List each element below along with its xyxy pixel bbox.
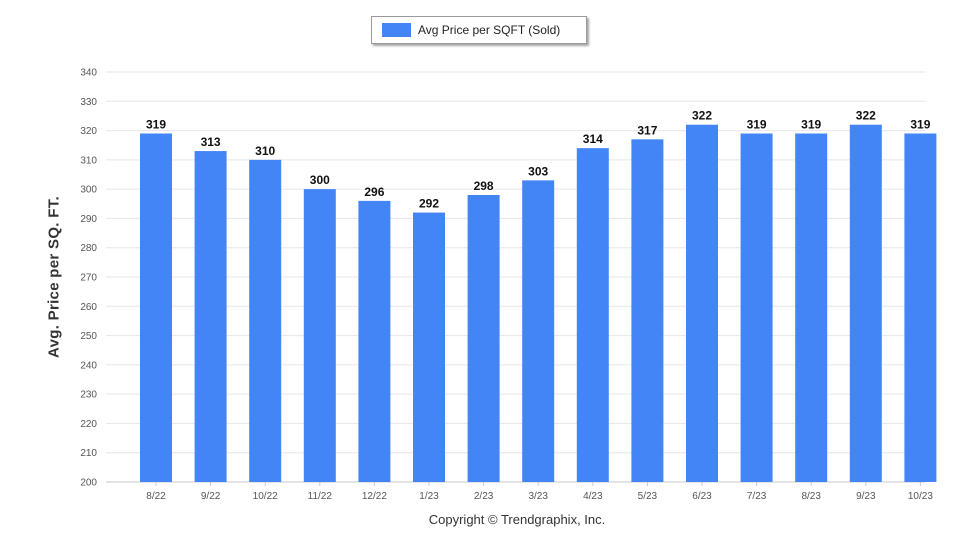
x-tick-label: 5/23 bbox=[638, 491, 658, 502]
y-tick-label: 310 bbox=[80, 155, 97, 166]
bar bbox=[849, 124, 882, 482]
data-label: 319 bbox=[747, 118, 767, 132]
y-tick-label: 320 bbox=[80, 126, 97, 137]
x-tick-label: 9/22 bbox=[201, 491, 221, 502]
y-tick-label: 250 bbox=[80, 331, 97, 342]
bar bbox=[576, 148, 609, 482]
data-label: 317 bbox=[637, 123, 657, 137]
legend-label: Avg Price per SQFT (Sold) bbox=[418, 23, 561, 37]
data-label: 314 bbox=[583, 132, 603, 146]
x-tick-label: 8/23 bbox=[801, 491, 821, 502]
x-tick-label: 6/23 bbox=[692, 491, 712, 502]
y-tick-label: 330 bbox=[80, 97, 97, 108]
y-tick-label: 230 bbox=[80, 390, 97, 401]
bar bbox=[795, 133, 828, 482]
bar bbox=[140, 133, 172, 482]
y-tick-label: 210 bbox=[80, 448, 97, 459]
data-label: 292 bbox=[419, 197, 439, 211]
data-label: 319 bbox=[801, 118, 821, 132]
y-tick-label: 200 bbox=[80, 478, 97, 489]
x-tick-label: 3/23 bbox=[528, 491, 548, 502]
bar bbox=[358, 200, 391, 482]
x-tick-label: 4/23 bbox=[583, 491, 603, 502]
data-label: 296 bbox=[364, 185, 384, 199]
y-tick-label: 270 bbox=[80, 273, 97, 284]
bar bbox=[904, 133, 937, 482]
bar bbox=[631, 139, 664, 482]
legend: Avg Price per SQFT (Sold) bbox=[371, 16, 587, 44]
bar bbox=[467, 195, 500, 482]
bar bbox=[249, 159, 282, 482]
bar bbox=[413, 212, 445, 483]
x-tick-label: 1/23 bbox=[419, 491, 439, 502]
y-tick-label: 240 bbox=[80, 360, 97, 371]
bar bbox=[686, 124, 718, 482]
y-tick-label: 280 bbox=[80, 243, 97, 254]
x-tick-label: 10/22 bbox=[253, 491, 278, 502]
bar bbox=[522, 180, 555, 482]
bar bbox=[740, 133, 773, 482]
y-tick-label: 300 bbox=[80, 185, 97, 196]
y-tick-label: 290 bbox=[80, 214, 97, 225]
y-tick-label: 220 bbox=[80, 419, 97, 430]
x-tick-label: 7/23 bbox=[747, 491, 767, 502]
bar bbox=[303, 189, 336, 482]
data-label: 310 bbox=[255, 144, 275, 158]
data-label: 319 bbox=[910, 118, 930, 132]
y-axis-label: Avg. Price per SQ. FT. bbox=[45, 196, 63, 358]
bar bbox=[194, 151, 227, 483]
data-label: 322 bbox=[856, 109, 876, 123]
x-tick-label: 12/22 bbox=[362, 491, 387, 502]
data-label: 313 bbox=[201, 135, 221, 149]
y-tick-label: 260 bbox=[80, 302, 97, 313]
y-tick-label: 340 bbox=[80, 68, 97, 79]
x-tick-label: 8/22 bbox=[146, 491, 166, 502]
data-label: 300 bbox=[310, 173, 330, 187]
data-label: 322 bbox=[692, 109, 712, 123]
data-label: 319 bbox=[146, 118, 166, 132]
data-label: 298 bbox=[474, 179, 494, 193]
legend-swatch bbox=[382, 23, 411, 37]
data-label: 303 bbox=[528, 164, 548, 178]
x-tick-label: 9/23 bbox=[856, 491, 876, 502]
x-tick-label: 10/23 bbox=[908, 491, 933, 502]
x-tick-label: 2/23 bbox=[474, 491, 494, 502]
copyright-text: Copyright © Trendgraphix, Inc. bbox=[428, 512, 606, 527]
x-tick-label: 11/22 bbox=[308, 491, 333, 502]
